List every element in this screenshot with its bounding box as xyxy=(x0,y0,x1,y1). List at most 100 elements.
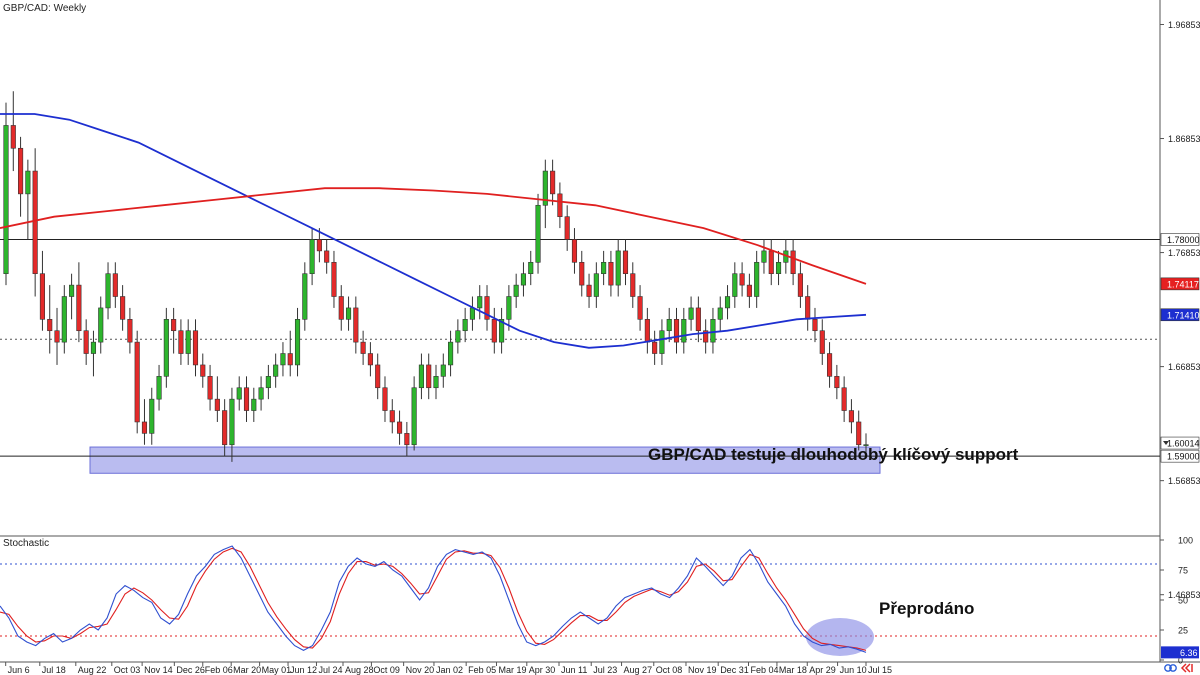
candle-body xyxy=(499,319,505,343)
candle-body xyxy=(586,284,592,297)
candle-body xyxy=(601,261,607,275)
candle-body xyxy=(535,204,541,263)
candle-body xyxy=(273,364,279,377)
candle-body xyxy=(287,353,293,366)
candle-body xyxy=(550,170,556,195)
candle-body xyxy=(695,307,701,332)
time-tick-label: Jul 18 xyxy=(42,665,66,675)
candle-body xyxy=(433,376,439,389)
candle-body xyxy=(90,341,97,354)
price-tick-label: 1.76853 xyxy=(1168,248,1200,258)
stochastic-group: 100 75 50 25 06.36 xyxy=(0,536,1199,666)
link-icon[interactable] xyxy=(1164,664,1177,672)
candle-body xyxy=(18,147,24,195)
candle-body xyxy=(426,364,432,389)
candle-body xyxy=(462,319,468,332)
candle-body xyxy=(754,261,760,297)
candle-body xyxy=(163,319,169,377)
time-tick-label: Jun 10 xyxy=(840,665,867,675)
candle-body xyxy=(797,273,803,297)
candle-body xyxy=(863,444,869,446)
candle-body xyxy=(659,330,665,354)
candle-body xyxy=(513,284,519,297)
time-tick-label: Jun 11 xyxy=(561,665,587,675)
time-tick-label: Aug 22 xyxy=(78,665,107,675)
candle-body xyxy=(10,125,16,149)
candle-body xyxy=(615,250,621,286)
candle-body xyxy=(54,330,60,343)
candles-group xyxy=(3,91,869,462)
candle-body xyxy=(520,273,527,286)
candle-body xyxy=(717,307,723,320)
candle-body xyxy=(448,341,454,366)
candle-body xyxy=(790,250,796,275)
candle-body xyxy=(3,125,9,275)
candle-body xyxy=(812,319,818,332)
candle-body xyxy=(703,330,709,343)
stoch-tick-label: 100 xyxy=(1178,536,1193,546)
current-price-tag-box xyxy=(1160,436,1200,450)
candle-body xyxy=(724,296,731,309)
candle-body xyxy=(389,410,395,423)
time-tick-label: Oct 09 xyxy=(373,665,400,675)
candle-body xyxy=(39,273,45,320)
time-tick-label: Oct 08 xyxy=(656,665,683,675)
time-tick-label: Oct 03 xyxy=(114,665,141,675)
candle-body xyxy=(222,410,228,446)
candle-body xyxy=(192,330,199,366)
candle-body xyxy=(98,307,104,343)
time-tick-label: Mar 18 xyxy=(779,665,807,675)
stoch-value-label: 6.36 xyxy=(1180,648,1198,658)
candle-body xyxy=(251,398,257,411)
candle-body xyxy=(134,341,140,423)
price-tick-label: 1.56853 xyxy=(1168,476,1200,486)
candle-body xyxy=(294,319,301,366)
sma-fast-tag-box xyxy=(1160,308,1200,322)
candle-body xyxy=(360,341,366,354)
scroll-end-icon[interactable] xyxy=(1180,663,1193,673)
candle-body xyxy=(557,193,563,217)
candle-body xyxy=(775,261,782,275)
sma-slow-line xyxy=(0,187,867,285)
candle-body xyxy=(83,330,89,354)
chart-title: GBP/CAD: Weekly xyxy=(3,3,86,14)
candle-body xyxy=(593,273,599,297)
candle-body xyxy=(367,353,373,366)
candle-body xyxy=(265,376,271,389)
candle-body xyxy=(120,296,126,320)
candle-body xyxy=(185,330,191,354)
sma-fast-line xyxy=(0,113,867,349)
candle-body xyxy=(411,387,417,446)
candle-body xyxy=(345,307,352,320)
candle-body xyxy=(404,433,410,446)
candle-body xyxy=(666,319,672,332)
candle-body xyxy=(331,261,337,297)
candle-body xyxy=(61,296,67,343)
stoch-tick-label: 0 xyxy=(1178,656,1183,666)
candle-body xyxy=(396,421,403,434)
candle-body xyxy=(302,273,308,320)
candle-body xyxy=(178,330,184,354)
support-tag-label: 1.59000 xyxy=(1167,452,1200,462)
candle-body xyxy=(236,387,242,400)
candle-body xyxy=(112,273,118,297)
candle-body xyxy=(805,296,811,320)
time-tick-label: Jan 02 xyxy=(436,665,463,675)
price-tick-label: 1.46853 xyxy=(1168,590,1200,600)
candle-body xyxy=(309,239,315,275)
candle-body xyxy=(571,239,578,263)
oversold-highlight xyxy=(806,618,874,656)
candle-body xyxy=(25,170,31,195)
candle-body xyxy=(258,387,264,400)
time-tick-label: Jul 24 xyxy=(318,665,342,675)
candle-body xyxy=(819,330,825,354)
time-tick-label: Mar 20 xyxy=(233,665,261,675)
time-tick-label: Aug 27 xyxy=(624,665,653,675)
candle-body xyxy=(127,319,133,343)
time-tick-label: Jun 6 xyxy=(8,665,30,675)
candle-body xyxy=(141,421,148,434)
time-tick-label: Mar 19 xyxy=(498,665,526,675)
candle-body xyxy=(673,319,680,343)
stoch-k-line xyxy=(0,545,867,653)
